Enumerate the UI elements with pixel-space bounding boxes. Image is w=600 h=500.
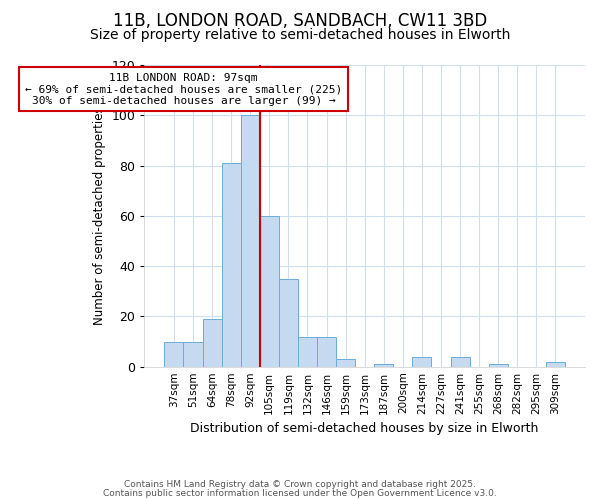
Bar — [203, 319, 221, 366]
X-axis label: Distribution of semi-detached houses by size in Elworth: Distribution of semi-detached houses by … — [190, 422, 539, 435]
Bar — [260, 216, 279, 366]
Text: Size of property relative to semi-detached houses in Elworth: Size of property relative to semi-detach… — [90, 28, 510, 42]
Y-axis label: Number of semi-detached properties: Number of semi-detached properties — [93, 106, 106, 325]
Bar — [317, 336, 336, 366]
Text: Contains public sector information licensed under the Open Government Licence v3: Contains public sector information licen… — [103, 488, 497, 498]
Bar — [221, 163, 241, 366]
Bar — [336, 359, 355, 366]
Text: 11B LONDON ROAD: 97sqm
← 69% of semi-detached houses are smaller (225)
30% of se: 11B LONDON ROAD: 97sqm ← 69% of semi-det… — [25, 72, 342, 106]
Bar — [546, 362, 565, 366]
Text: 11B, LONDON ROAD, SANDBACH, CW11 3BD: 11B, LONDON ROAD, SANDBACH, CW11 3BD — [113, 12, 487, 30]
Text: Contains HM Land Registry data © Crown copyright and database right 2025.: Contains HM Land Registry data © Crown c… — [124, 480, 476, 489]
Bar — [488, 364, 508, 366]
Bar — [164, 342, 184, 366]
Bar — [279, 278, 298, 366]
Bar — [451, 356, 470, 366]
Bar — [374, 364, 393, 366]
Bar — [412, 356, 431, 366]
Bar — [241, 116, 260, 366]
Bar — [298, 336, 317, 366]
Bar — [184, 342, 203, 366]
